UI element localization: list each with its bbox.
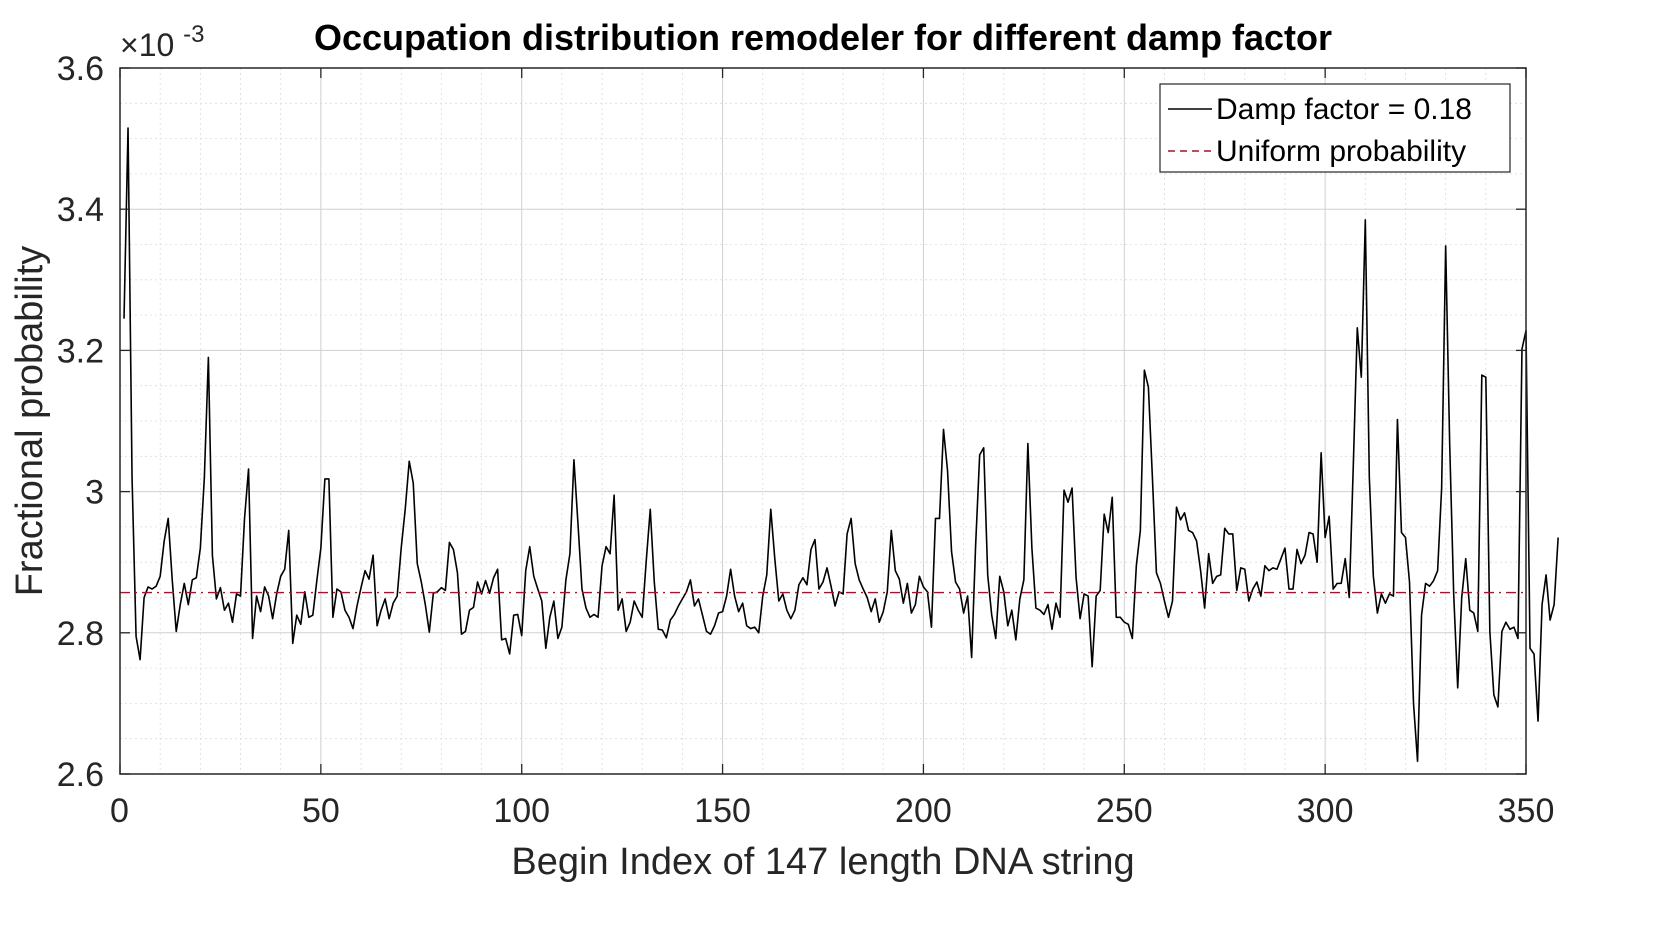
- axis-ticks: [119, 67, 1527, 775]
- legend-label-uniform: Uniform probability: [1216, 135, 1466, 168]
- x-tick-label: 150: [694, 792, 751, 830]
- y-multiplier-exponent: -3: [183, 21, 204, 48]
- y-multiplier-base: ×10: [120, 27, 174, 63]
- y-tick-label: 3.2: [57, 332, 104, 370]
- legend-box: [1159, 83, 1511, 173]
- x-tick-label: 50: [302, 792, 340, 830]
- y-tick-label: 2.6: [57, 756, 104, 794]
- x-tick-label: 300: [1297, 792, 1354, 830]
- plot-frame: [119, 67, 1527, 775]
- y-tick-labels: 2.6 2.8 3 3.2 3.4 3.6: [57, 50, 104, 794]
- legend-label-damp-factor: Damp factor = 0.18: [1216, 93, 1472, 126]
- x-tick-label: 200: [895, 792, 952, 830]
- y-multiplier: ×10 -3: [120, 21, 205, 63]
- series-layer: [120, 127, 1559, 763]
- y-tick-label: 3.4: [57, 191, 104, 229]
- series-line-damp-factor: [123, 127, 1559, 763]
- y-tick-label: 2.8: [57, 615, 104, 653]
- y-axis-label: Fractional probability: [9, 246, 51, 597]
- y-tick-label: 3: [85, 474, 104, 512]
- x-tick-label: 250: [1096, 792, 1153, 830]
- y-tick-label: 3.6: [57, 50, 104, 88]
- x-tick-label: 350: [1498, 792, 1555, 830]
- x-axis-label: Begin Index of 147 length DNA string: [511, 841, 1134, 883]
- x-tick-labels: 0 50 100 150 200 250 300 350: [110, 792, 1554, 830]
- x-tick-label: 0: [110, 792, 129, 830]
- legend: Damp factor = 0.18 Uniform probability: [1159, 83, 1511, 173]
- chart-title: Occupation distribution remodeler for di…: [314, 17, 1332, 58]
- x-tick-label: 100: [493, 792, 550, 830]
